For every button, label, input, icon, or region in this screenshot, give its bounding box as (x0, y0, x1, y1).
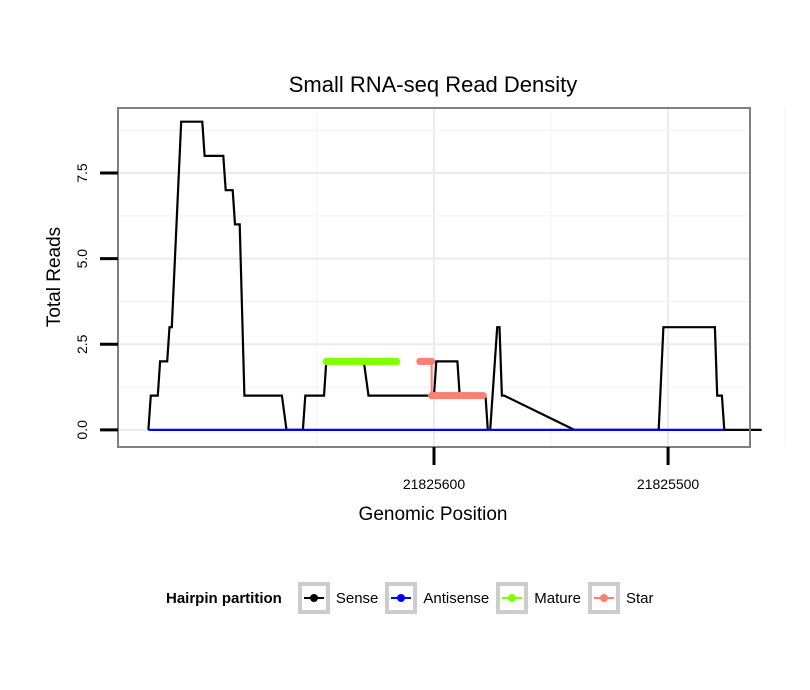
y-tick-label: 0.0 (74, 420, 90, 440)
legend-key-dot (309, 594, 318, 602)
legend-item-antisense: Antisense (385, 582, 489, 614)
y-tick-label: 5.0 (74, 249, 90, 269)
y-axis: 0.0 2.5 5.0 7.5 (74, 163, 118, 440)
legend-item-mature: Mature (496, 582, 581, 614)
legend-label: Star (625, 589, 654, 607)
legend-key (587, 582, 620, 614)
legend-label: Antisense (423, 589, 490, 607)
legend-item-star: Star (587, 582, 654, 614)
legend-key (385, 582, 418, 614)
legend-key (496, 582, 529, 614)
legend-key-dot (508, 594, 517, 602)
y-tick-label: 2.5 (74, 334, 90, 354)
legend-title: Hairpin partition (166, 589, 282, 607)
star-point (479, 392, 487, 400)
x-tick-label: 21825600 (403, 476, 466, 492)
legend: Hairpin partition Sense Antisense Mature St… (166, 578, 660, 618)
legend-key-dot (397, 594, 406, 602)
legend-label: Mature (534, 589, 581, 607)
x-axis: 21825600 21825500 (403, 447, 700, 492)
series-layer (147, 120, 762, 431)
legend-label: Sense (335, 589, 379, 607)
chart-title: Small RNA-seq Read Density (289, 72, 578, 97)
legend-key-dot (599, 594, 608, 602)
x-axis-label: Genomic Position (359, 504, 508, 525)
legend-item-sense: Sense (297, 582, 379, 614)
y-tick-label: 7.5 (74, 163, 90, 183)
grid (118, 108, 786, 447)
y-axis-label: Total Reads (44, 227, 65, 327)
x-tick-label: 21825500 (637, 476, 700, 492)
legend-items: Sense Antisense Mature Star (297, 582, 661, 614)
legend-key (297, 582, 330, 614)
mature-point (392, 357, 401, 365)
